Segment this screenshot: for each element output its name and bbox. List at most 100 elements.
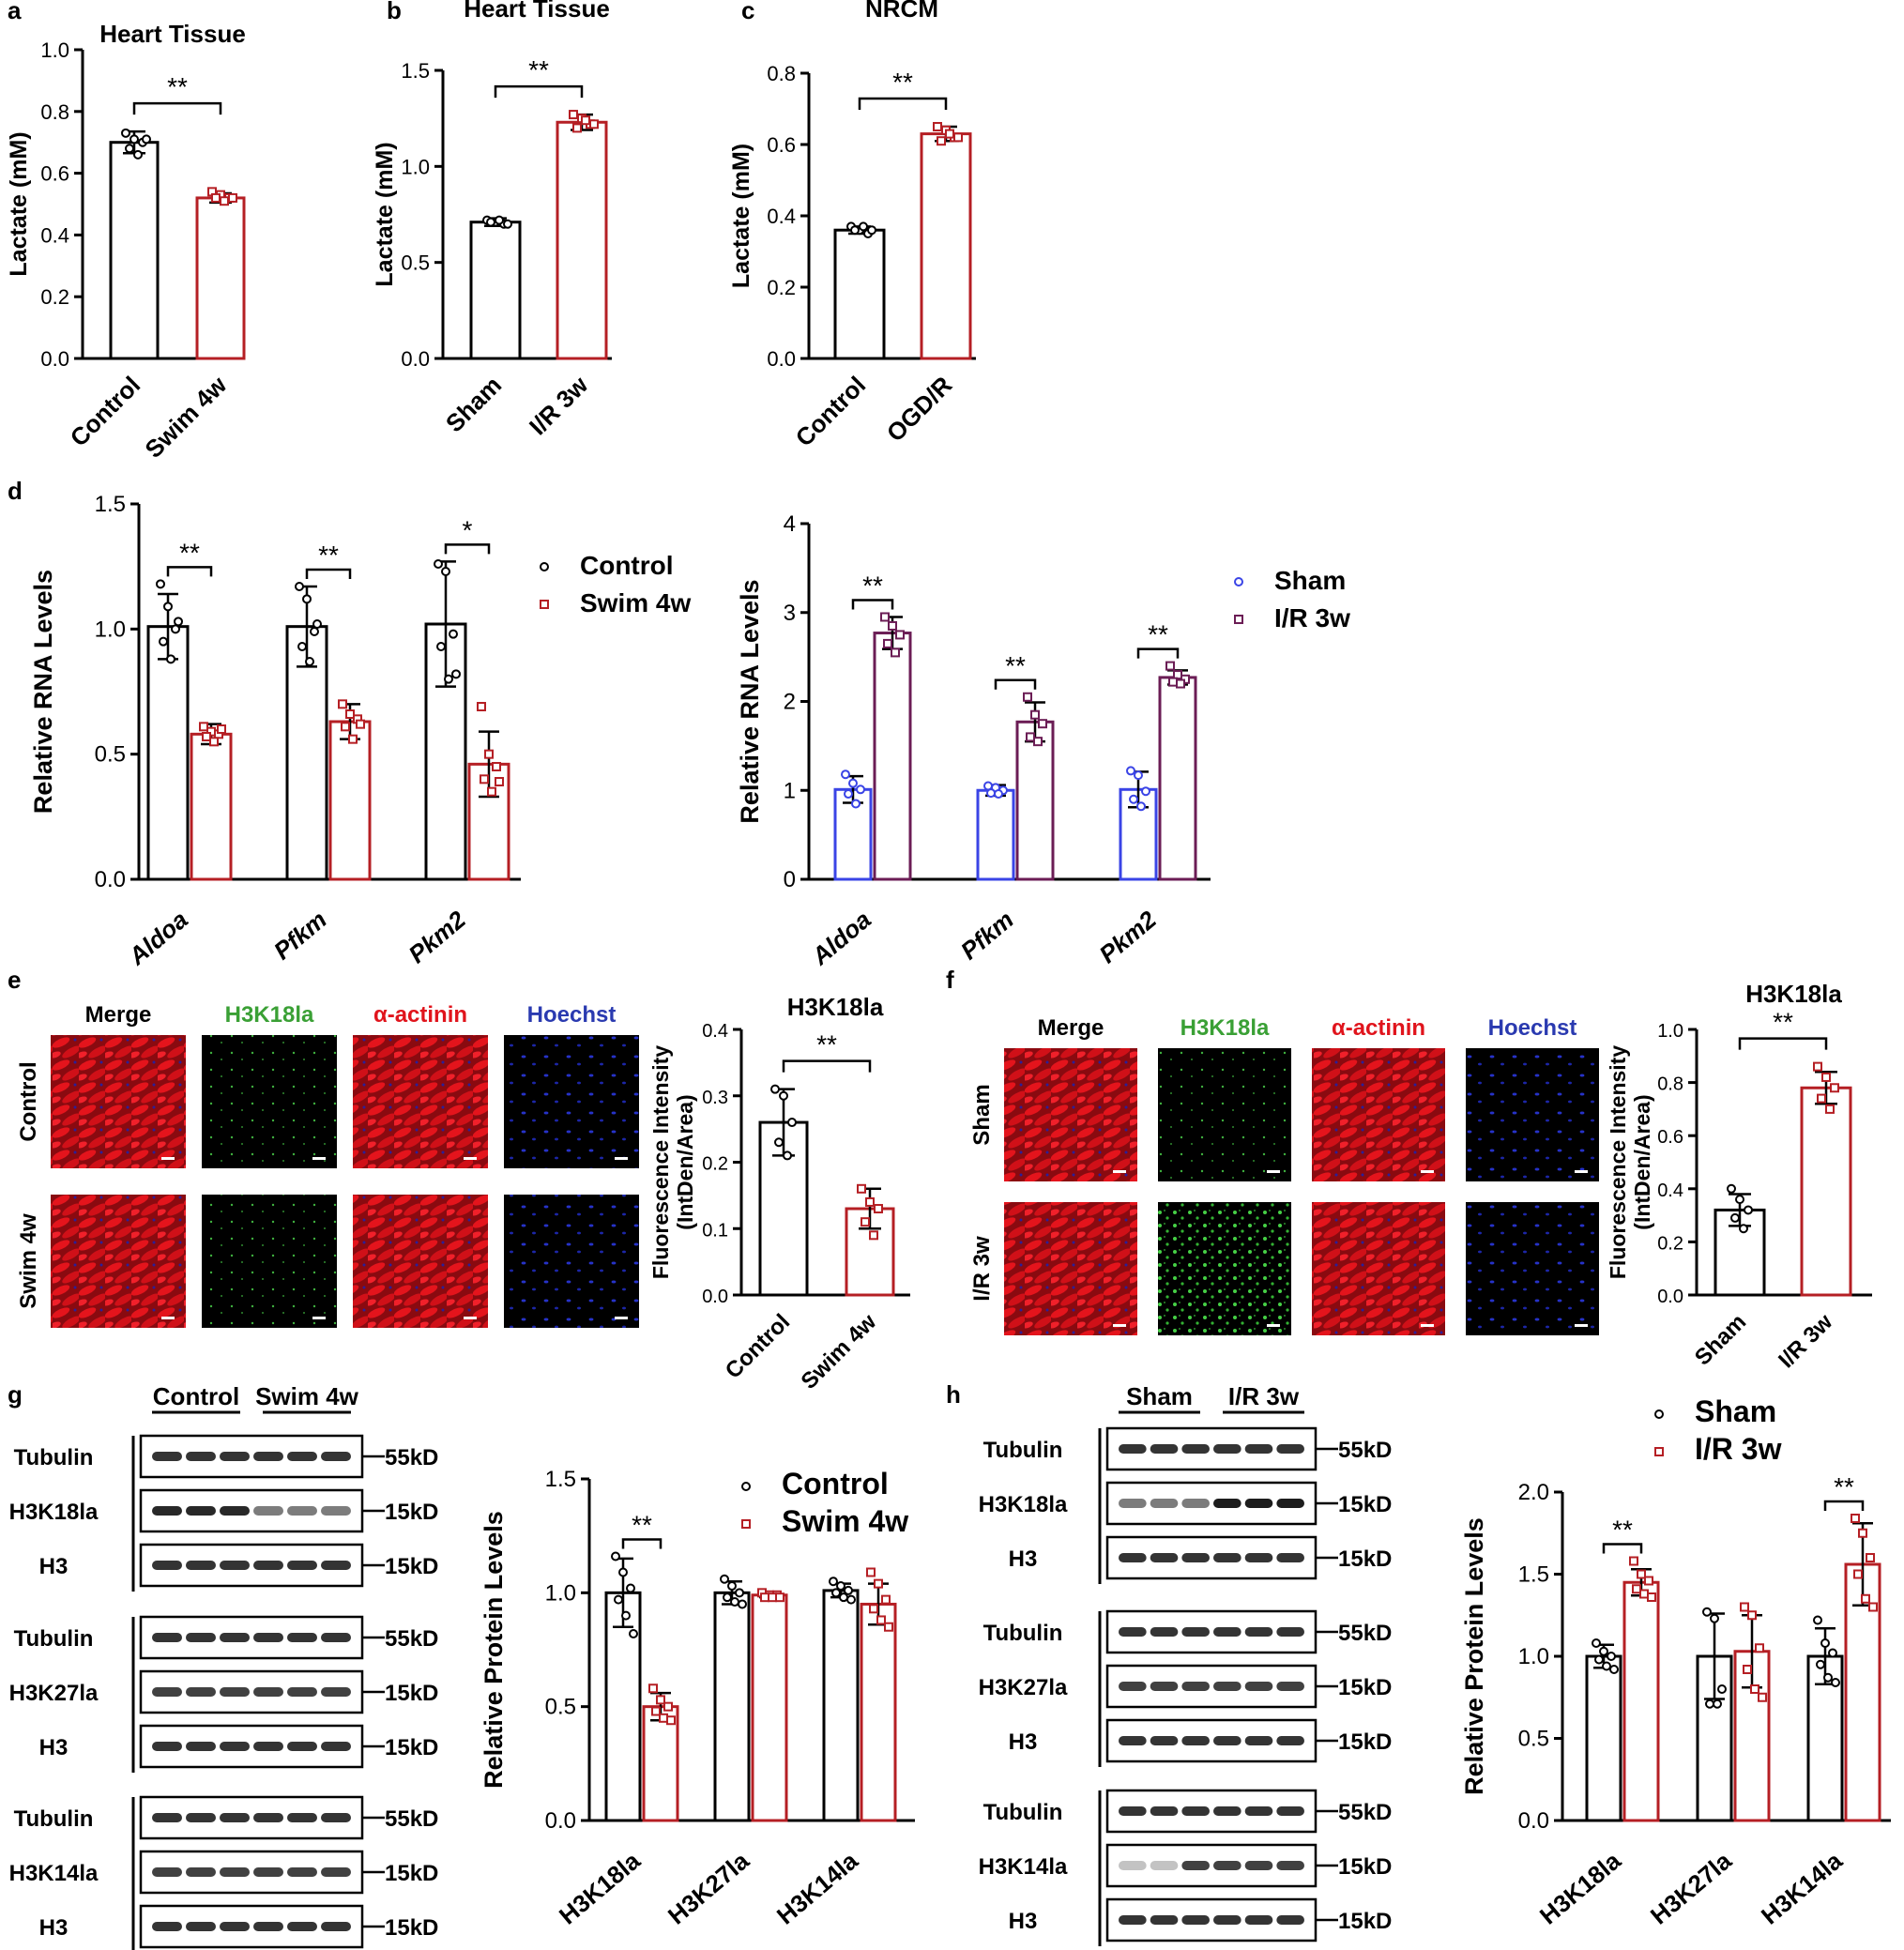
panel-letter-h: h (946, 1380, 961, 1409)
panel-letter-a: a (8, 0, 22, 24)
channel-label: Merge (1038, 1015, 1104, 1041)
band-label: Tubulin (983, 1438, 1063, 1463)
data-point (937, 136, 946, 146)
bar (822, 1589, 860, 1822)
data-point (656, 1695, 665, 1705)
data-point (477, 702, 486, 711)
micrograph-tile (202, 1035, 337, 1168)
data-point (1702, 1607, 1712, 1617)
y-axis-label: Relative Protein Levels (1460, 1517, 1488, 1795)
data-point (626, 1583, 635, 1593)
scale-bar (1113, 1170, 1126, 1173)
scale-bar (312, 1157, 326, 1160)
blot-band (220, 1922, 250, 1931)
channel-label: Hoechst (1488, 1015, 1577, 1041)
row-label: Control (16, 1061, 41, 1141)
micrograph-tile (1466, 1202, 1599, 1335)
size-label: 15kD (385, 1500, 438, 1525)
blot-band (287, 1452, 317, 1461)
scale-bar (615, 1317, 628, 1319)
size-label: 15kD (1338, 1729, 1392, 1755)
micrograph-tile (504, 1195, 639, 1328)
group-label: Control (153, 1382, 239, 1410)
data-point (831, 1588, 841, 1598)
data-point (867, 225, 876, 236)
x-tick-label: H3K27la (663, 1846, 754, 1929)
data-point (495, 215, 504, 225)
blot-band (1244, 1444, 1273, 1454)
y-tick-label: 0.6 (1657, 1127, 1683, 1148)
data-point (129, 134, 139, 145)
y-axis-label: Lactate (mM) (372, 142, 398, 286)
blot-band (253, 1867, 283, 1877)
bar (833, 228, 886, 360)
chart-title: Heart Tissue (464, 0, 610, 23)
data-point (1592, 1638, 1601, 1648)
y-tick-label: 1.0 (40, 38, 69, 62)
data-point (1744, 1205, 1753, 1215)
blot-band (152, 1922, 182, 1931)
data-point (1176, 678, 1185, 689)
x-tick-label: I/R 3w (1774, 1309, 1837, 1373)
blot-band (287, 1561, 317, 1570)
data-point (1727, 1183, 1736, 1194)
legend-label: Swim 4w (782, 1504, 908, 1538)
legend-marker (1654, 1409, 1664, 1419)
legend-label: I/R 3w (1695, 1432, 1782, 1466)
data-point (1825, 1104, 1835, 1114)
blot-band (253, 1687, 283, 1697)
data-point (1866, 1553, 1875, 1562)
significance-label: ** (1612, 1516, 1633, 1545)
micrograph-tile (353, 1035, 488, 1168)
significance-bracket (621, 1538, 663, 1549)
y-tick-label: 0.4 (767, 205, 796, 228)
x-tick-label: Control (790, 371, 872, 452)
significance-bracket (1738, 1037, 1828, 1050)
band-label: H3 (39, 1915, 69, 1941)
scale-bar (1113, 1324, 1126, 1327)
blot-band (1181, 1627, 1210, 1637)
blot-band (220, 1813, 250, 1822)
data-point (1030, 709, 1040, 720)
bar (751, 1593, 788, 1822)
blot-band (1181, 1444, 1210, 1454)
data-point (1758, 1692, 1767, 1702)
size-label: 15kD (1338, 1854, 1392, 1880)
data-point (1853, 1569, 1863, 1579)
row-label: I/R 3w (969, 1236, 995, 1302)
micrograph-tile (504, 1035, 639, 1168)
size-label: 15kD (385, 1915, 438, 1941)
x-tick-label: OGD/R (881, 371, 958, 448)
data-point (1038, 719, 1047, 729)
chart-b: 0.0 0.5 1.0 1.5 Lactate (mM) Heart Tissue Sham… (372, 0, 612, 440)
channel-label: Hoechst (527, 1002, 617, 1028)
chart-e: 0.0 0.1 0.2 0.3 0.4 Fluorescence Intensity (In… (648, 993, 910, 1394)
data-point (569, 110, 578, 120)
chart-title: H3K18la (1745, 980, 1842, 1008)
data-point (1629, 1556, 1638, 1566)
bar (1158, 676, 1197, 881)
data-point (202, 732, 211, 741)
data-point (1710, 1613, 1719, 1623)
data-point (1705, 1699, 1714, 1709)
blot-band (321, 1633, 351, 1642)
blot-band (1276, 1861, 1304, 1870)
y-tick-label: 0.0 (702, 1287, 728, 1307)
data-point (1813, 1061, 1822, 1072)
data-point (1740, 1602, 1749, 1612)
x-tick-label: H3K14la (771, 1846, 863, 1929)
y-axis-label: (IntDen/Area) (1630, 1094, 1654, 1229)
blot-band (152, 1813, 182, 1822)
y-axis-label: (IntDen/Area) (673, 1094, 697, 1229)
legend-label: I/R 3w (1274, 603, 1350, 632)
significance-bracket (1823, 1500, 1865, 1511)
blot-band (220, 1506, 250, 1516)
blot-band (1181, 1806, 1210, 1816)
legend-marker (1234, 577, 1243, 587)
data-point (486, 217, 495, 227)
data-point (856, 785, 865, 795)
size-label: 55kD (1338, 1438, 1392, 1463)
blot-band (1213, 1444, 1241, 1454)
blot-band (1181, 1736, 1210, 1745)
chart-h: 0.0 0.5 1.0 1.5 2.0 Relative Protein Levels H3… (1460, 1394, 1891, 1930)
